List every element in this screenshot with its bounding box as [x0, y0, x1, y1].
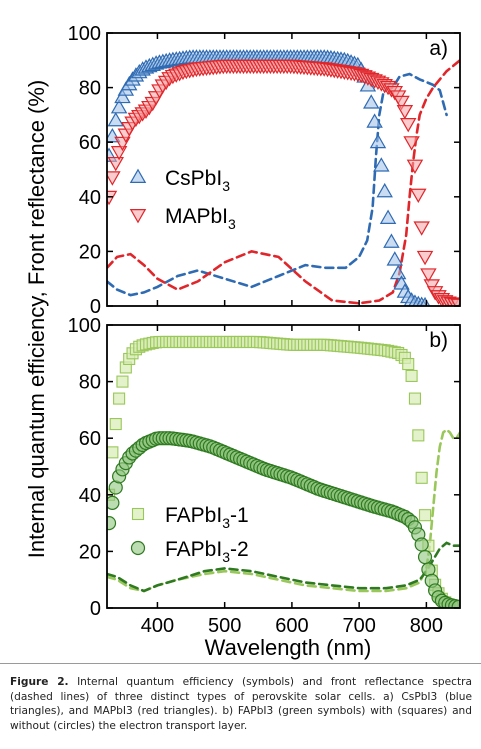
legend-marker	[129, 209, 147, 224]
x-tick-label: 400	[141, 615, 174, 637]
data-point	[418, 509, 432, 522]
y-tick-label: 100	[68, 23, 101, 45]
panel-label: a)	[429, 37, 448, 60]
plot-area	[107, 335, 460, 608]
legend-label: CsPbI3	[165, 167, 230, 194]
reflectance-line-dark_green	[107, 541, 460, 593]
x-tick-label: 800	[410, 615, 443, 637]
legend-label: MAPbI3	[165, 205, 236, 232]
data-point	[415, 471, 428, 484]
data-point	[416, 250, 434, 266]
reflectance-line-red	[107, 59, 460, 305]
data-point	[116, 375, 129, 388]
x-axis-label: Wavelength (nm)	[205, 635, 372, 660]
y-tick-label: 20	[79, 541, 101, 563]
y-tick-label: 40	[79, 485, 101, 507]
data-point	[420, 268, 437, 283]
data-point	[386, 251, 404, 266]
panel-a: 0 20 40 60 80 100 a) CsPbI3 MAPbI3	[68, 23, 461, 318]
data-point	[406, 159, 424, 175]
legend-label: FAPbI3-2	[165, 538, 249, 565]
data-point	[413, 221, 430, 236]
data-point	[107, 111, 124, 127]
legend-marker	[129, 168, 147, 183]
data-point	[363, 94, 380, 109]
plot-frame	[106, 324, 461, 609]
y-tick-label: 100	[68, 315, 101, 337]
data-point	[399, 117, 417, 133]
x-tick-label: 700	[342, 615, 375, 637]
data-point	[419, 296, 431, 306]
figure-caption: Figure 2. Internal quantum efficiency (s…	[10, 675, 472, 733]
plot-area	[107, 49, 460, 306]
data-point	[113, 392, 126, 405]
legend-marker	[130, 540, 146, 556]
panel-label: b)	[429, 329, 448, 352]
data-point	[389, 264, 407, 280]
data-point	[107, 190, 118, 206]
data-point	[414, 537, 429, 552]
y-tick-label: 80	[79, 372, 101, 394]
caption-lead: Figure 2.	[10, 676, 69, 688]
series-FAPbI3-2	[107, 431, 460, 608]
data-point	[396, 104, 414, 120]
y-axis-label: Internal quantum efficiency, Front refle…	[24, 80, 49, 559]
data-point	[410, 188, 427, 204]
y-tick-label: 40	[79, 187, 101, 209]
data-point	[405, 369, 418, 382]
data-point	[107, 446, 119, 459]
data-point	[366, 113, 383, 128]
y-tick-label: 80	[79, 78, 101, 100]
plot-frame	[106, 32, 461, 307]
data-point	[408, 392, 422, 405]
figure: 0 20 40 60 80 100 a) CsPbI3 MAPbI3 0 20 40 60 80 100 40…	[24, 23, 461, 660]
data-point	[110, 98, 128, 114]
caption-divider	[0, 663, 481, 664]
legend-marker	[131, 507, 145, 521]
y-tick-label: 20	[79, 241, 101, 263]
data-point	[107, 171, 121, 186]
data-point	[107, 516, 117, 531]
data-point	[114, 88, 131, 104]
caption-text: Internal quantum efficiency (symbols) an…	[10, 676, 472, 732]
x-tick-label: 500	[208, 615, 241, 637]
data-point	[451, 599, 460, 608]
y-tick-label: 0	[90, 296, 101, 318]
data-point	[383, 233, 400, 248]
data-point	[403, 136, 420, 151]
x-tick-label: 600	[275, 615, 308, 637]
data-point	[109, 417, 122, 431]
y-tick-label: 60	[79, 428, 101, 450]
data-point	[107, 156, 124, 172]
reflectance-line-blue	[107, 72, 448, 297]
data-point	[373, 157, 390, 172]
data-point	[393, 95, 410, 111]
y-tick-label: 60	[79, 132, 101, 154]
data-point	[376, 182, 393, 198]
data-point	[412, 429, 425, 442]
legend: CsPbI3 MAPbI3	[129, 167, 236, 232]
data-point	[417, 549, 433, 565]
data-point	[369, 133, 387, 149]
series-MAPbI3	[107, 59, 460, 306]
data-point	[379, 209, 397, 224]
legend-label: FAPbI3-1	[165, 504, 249, 531]
reflectance-line-light_green	[107, 428, 460, 593]
data-point	[107, 495, 120, 510]
legend: FAPbI3-1 FAPbI3-2	[130, 504, 249, 565]
data-point	[402, 358, 415, 371]
y-tick-label: 0	[90, 598, 101, 620]
